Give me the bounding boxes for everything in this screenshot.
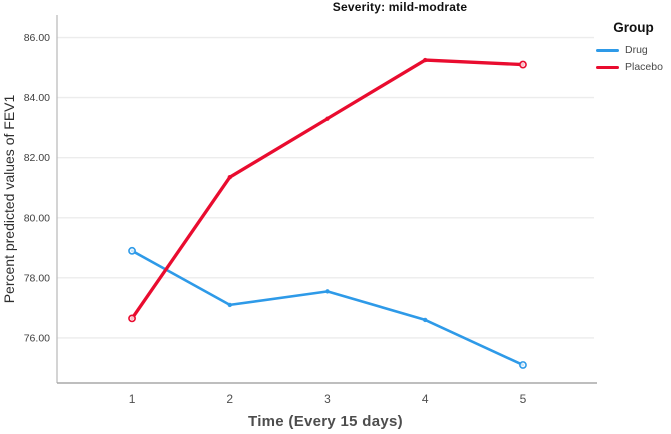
- y-axis-label: Percent predicted values of FEV1: [1, 94, 17, 304]
- y-tick-label-76.00: 76.00: [24, 332, 50, 344]
- chart-title: Severity: mild-modrate: [332, 0, 468, 14]
- marker-placebo-1: [128, 314, 136, 323]
- marker-drug-2: [227, 302, 232, 308]
- legend-item-placebo: Placebo: [596, 61, 671, 73]
- legend-title: Group: [613, 20, 654, 35]
- legend-label: Drug: [625, 44, 648, 56]
- y-tick-label-78.00: 78.00: [24, 272, 50, 284]
- marker-placebo-5: [519, 60, 527, 69]
- series-line-placebo: [130, 58, 525, 321]
- legend-items: Drug Placebo: [596, 44, 671, 73]
- marker-placebo-4: [423, 57, 428, 63]
- marker-placebo-3: [325, 116, 330, 121]
- y-tick-label-82.00: 82.00: [24, 152, 50, 164]
- y-tick-label-84.00: 84.00: [24, 92, 50, 104]
- series-line-drug: [130, 249, 525, 367]
- legend-swatch-drug: [596, 48, 619, 52]
- y-tick-label-80.00: 80.00: [24, 212, 50, 224]
- x-tick-label-5: 5: [520, 392, 527, 406]
- y-tick-label-86.00: 86.00: [24, 32, 50, 44]
- marker-drug-1: [128, 246, 136, 255]
- marker-placebo-2: [227, 175, 232, 180]
- x-tick-label-1: 1: [129, 392, 136, 406]
- x-axis-label: Time (Every 15 days): [248, 413, 403, 430]
- x-tick-label-4: 4: [422, 392, 429, 406]
- x-tick-label-2: 2: [226, 392, 233, 406]
- x-tick-label-3: 3: [324, 392, 331, 406]
- legend-label: Placebo: [625, 61, 663, 73]
- legend-item-drug: Drug: [596, 44, 671, 56]
- legend: Group Drug Placebo: [596, 20, 671, 78]
- legend-swatch-placebo: [596, 65, 619, 69]
- marker-drug-4: [423, 317, 428, 323]
- marker-drug-3: [325, 289, 330, 294]
- marker-drug-5: [519, 361, 527, 369]
